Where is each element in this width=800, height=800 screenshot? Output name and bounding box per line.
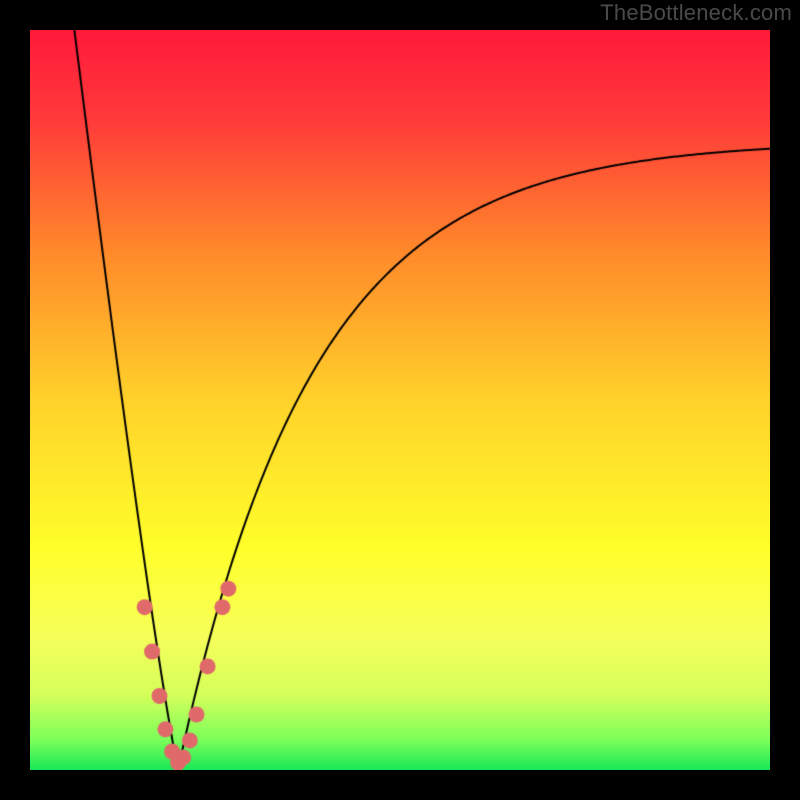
bottleneck-curve-canvas: [30, 30, 770, 770]
attribution-text: TheBottleneck.com: [600, 0, 792, 26]
plot-area: [30, 30, 770, 770]
chart-outer-frame: TheBottleneck.com: [0, 0, 800, 800]
